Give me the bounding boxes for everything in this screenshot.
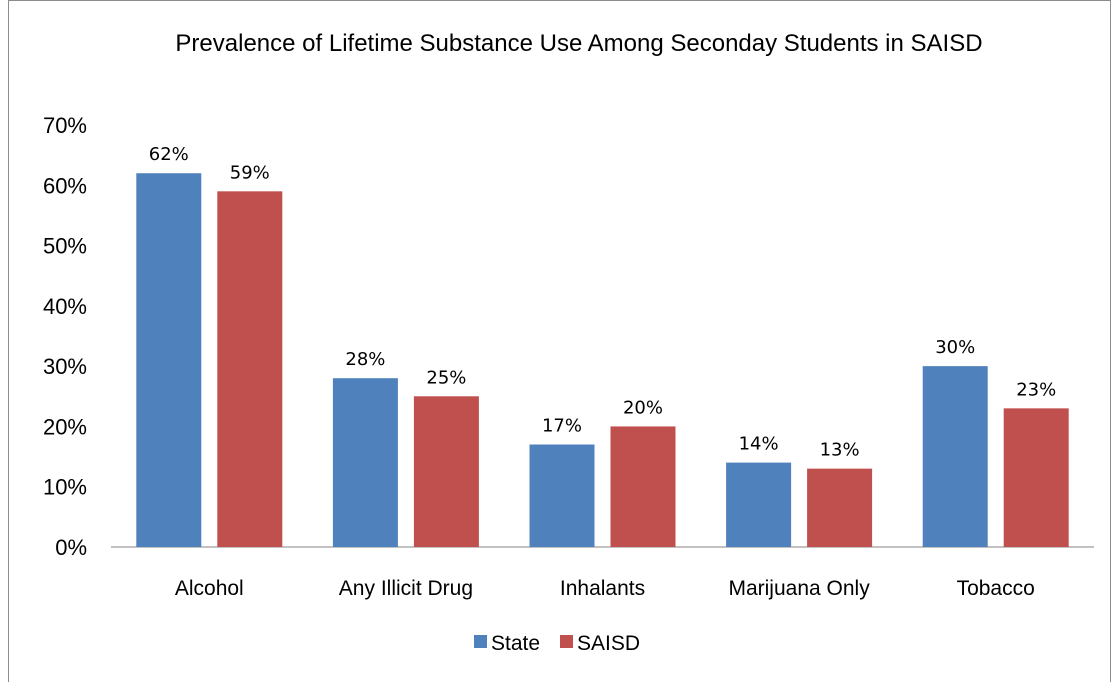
data-label: 23% [1016, 379, 1056, 400]
bar-state-any-illicit-drug [332, 378, 398, 547]
y-tick-label: 60% [43, 173, 87, 198]
legend-swatch-state [474, 635, 487, 648]
bar-saisd-inhalants [610, 426, 676, 547]
data-label: 30% [935, 337, 975, 358]
chart-title: Prevalence of Lifetime Substance Use Amo… [175, 30, 983, 57]
legend-label: State [491, 632, 540, 655]
x-category-label: Marijuana Only [728, 577, 870, 600]
x-category-label: Any Illicit Drug [339, 577, 473, 600]
legend-swatch-saisd [560, 635, 573, 648]
bar-state-tobacco [922, 366, 988, 547]
bar-chart: 0% 10% 20% 30% 40% 50% 60% 70% Alcohol 62% 59% Any … [43, 113, 1094, 655]
bar-saisd-alcohol [217, 191, 283, 548]
y-tick-label: 10% [43, 475, 87, 500]
data-label: 25% [426, 367, 466, 388]
y-tick-label: 0% [55, 535, 87, 560]
chart-frame: Prevalence of Lifetime Substance Use Amo… [8, 0, 1111, 682]
y-tick-label: 50% [43, 234, 87, 259]
bar-saisd-any-illicit-drug [413, 396, 479, 547]
bar-saisd-tobacco [1003, 408, 1069, 547]
bar-saisd-marijuana-only [807, 468, 873, 547]
data-label: 59% [230, 162, 270, 183]
data-label: 13% [820, 440, 860, 461]
x-category-label: Inhalants [560, 577, 645, 600]
data-label: 17% [542, 416, 582, 437]
y-tick-label: 20% [43, 414, 87, 439]
y-tick-label: 30% [43, 354, 87, 379]
data-label: 62% [149, 144, 189, 165]
bar-state-marijuana-only [726, 462, 792, 547]
y-tick-label: 40% [43, 294, 87, 319]
legend-label: SAISD [577, 632, 640, 655]
bar-state-alcohol [136, 173, 202, 547]
x-category-label: Alcohol [175, 577, 244, 600]
bar-state-inhalants [529, 444, 595, 547]
data-label: 20% [623, 397, 663, 418]
data-label: 14% [739, 434, 779, 455]
data-label: 28% [345, 349, 385, 370]
x-category-label: Tobacco [957, 577, 1035, 600]
y-tick-label: 70% [43, 113, 87, 138]
